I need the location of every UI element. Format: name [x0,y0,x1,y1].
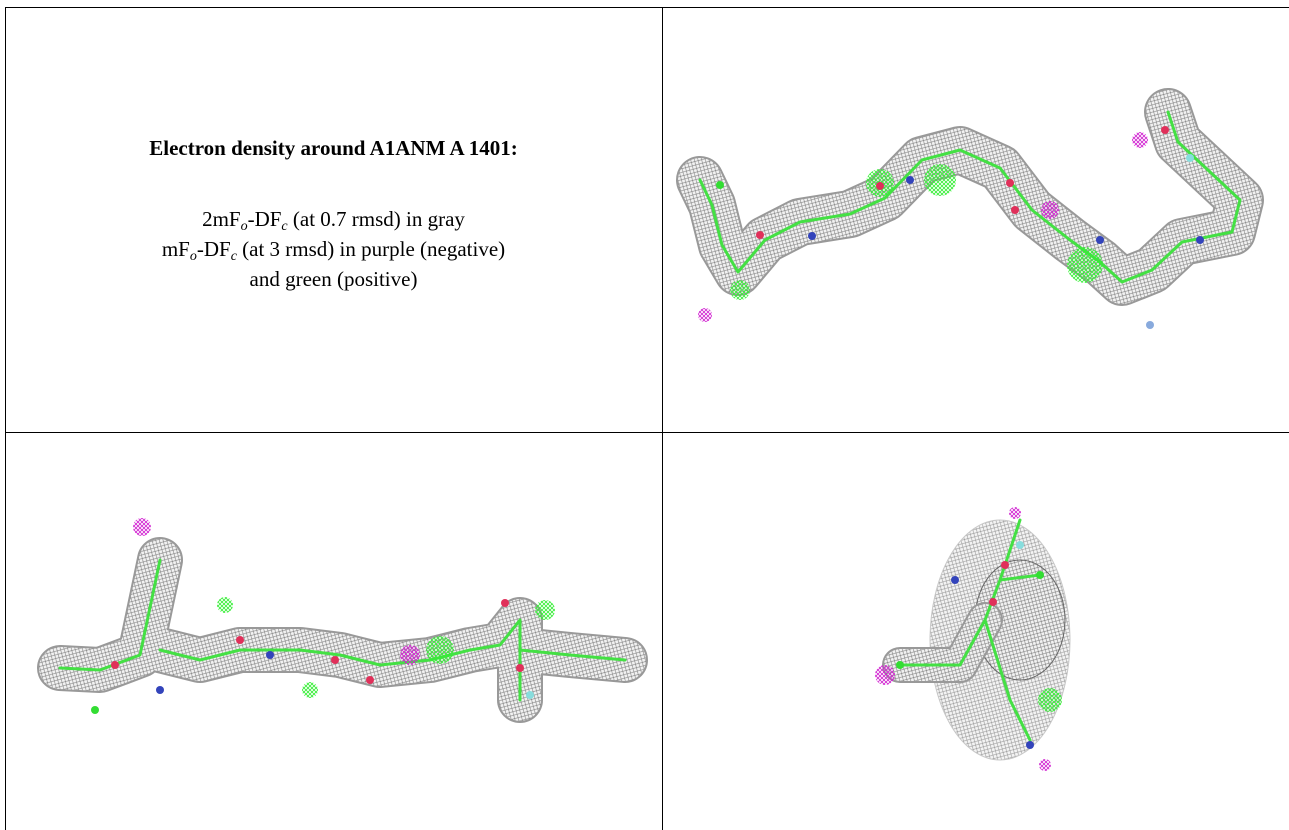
page: {"title": "Electron density around A1ANM… [0,0,1289,830]
density-view-1 [698,112,1240,329]
density-view-3 [875,507,1070,771]
density-view-2 [60,518,625,714]
density-images [0,0,1289,830]
